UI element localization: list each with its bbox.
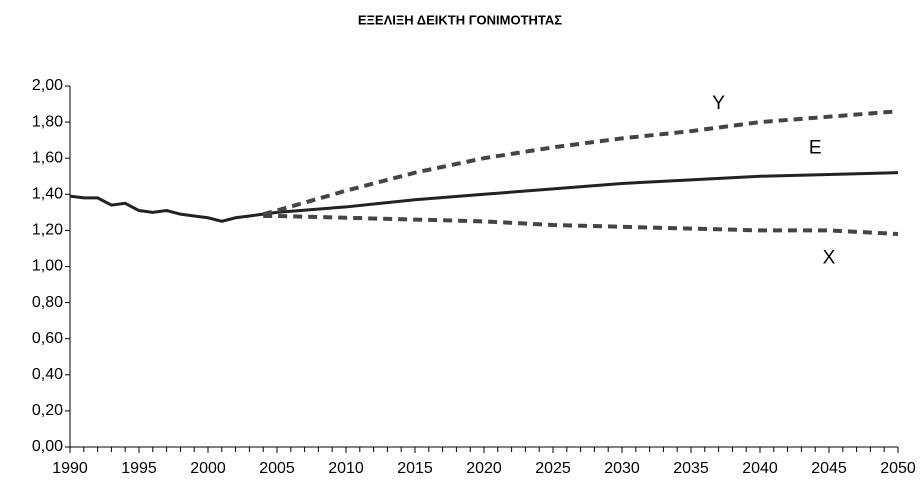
x-tick-label: 2035 xyxy=(673,460,709,477)
x-tick-label: 2015 xyxy=(397,460,433,477)
chart-title: ΕΞΕΛΙΞΗ ΔΕΙΚΤΗ ΓΟΝΙΜΟΤΗΤΑΣ xyxy=(358,12,562,27)
x-tick-label: 2020 xyxy=(466,460,502,477)
series-label: E xyxy=(809,137,822,158)
x-tick-label: 2000 xyxy=(190,460,226,477)
series-label: X xyxy=(823,247,836,268)
x-tick-label: 1990 xyxy=(52,460,88,477)
series-line xyxy=(69,171,899,223)
x-tick-label: 2005 xyxy=(259,460,295,477)
series-line xyxy=(263,213,899,237)
y-tick-label: 1,60 xyxy=(32,149,63,166)
x-tick-label: 2045 xyxy=(811,460,847,477)
y-tick-label: 1,00 xyxy=(32,258,63,275)
x-tick-label: 2010 xyxy=(328,460,364,477)
x-tick-label: 2050 xyxy=(880,460,916,477)
series-label: Y xyxy=(712,93,725,114)
series-line xyxy=(262,109,899,217)
y-tick-label: 0,00 xyxy=(32,438,63,455)
y-tick-label: 1,20 xyxy=(32,222,63,239)
y-tick-label: 0,60 xyxy=(32,330,63,347)
x-tick-label: 2030 xyxy=(604,460,640,477)
x-tick-label: 1995 xyxy=(121,460,157,477)
y-tick-label: 0,20 xyxy=(32,402,63,419)
y-tick-label: 1,40 xyxy=(32,186,63,203)
y-tick-label: 0,80 xyxy=(32,294,63,311)
y-tick-label: 0,40 xyxy=(32,366,63,383)
y-tick-label: 1,80 xyxy=(32,113,63,130)
x-tick-label: 2025 xyxy=(535,460,571,477)
x-tick-label: 2040 xyxy=(742,460,778,477)
y-tick-label: 2,00 xyxy=(32,77,63,94)
